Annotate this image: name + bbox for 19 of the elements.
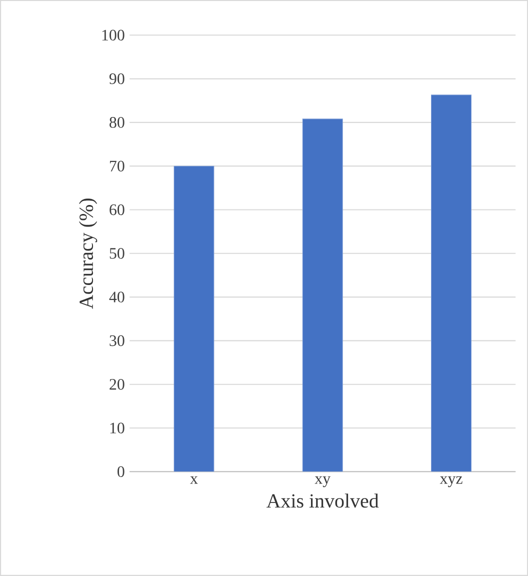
x-tick-label: x bbox=[190, 476, 198, 484]
y-tick-label: 30 bbox=[110, 335, 124, 346]
x-tick-label: xy bbox=[314, 476, 330, 488]
y-tick-label: 60 bbox=[110, 204, 124, 216]
y-tick-label: 70 bbox=[110, 160, 124, 172]
y-tick-label: 100 bbox=[102, 30, 124, 41]
y-tick-label: 90 bbox=[109, 73, 124, 84]
x-tick-label: xyz bbox=[440, 476, 462, 488]
x-axis-title: Axis involved bbox=[266, 494, 379, 508]
y-tick-label: 80 bbox=[110, 117, 124, 128]
y-tick-label: 0 bbox=[118, 466, 124, 478]
y-tick-label: 40 bbox=[109, 292, 124, 302]
bar bbox=[302, 118, 343, 472]
bar bbox=[430, 94, 472, 472]
y-tick-label: 20 bbox=[110, 378, 124, 390]
y-tick-label: 50 bbox=[110, 248, 124, 259]
y-tick-label: 10 bbox=[110, 422, 124, 434]
y-axis-title: Accuracy (%) bbox=[78, 198, 98, 309]
bar bbox=[174, 166, 214, 472]
